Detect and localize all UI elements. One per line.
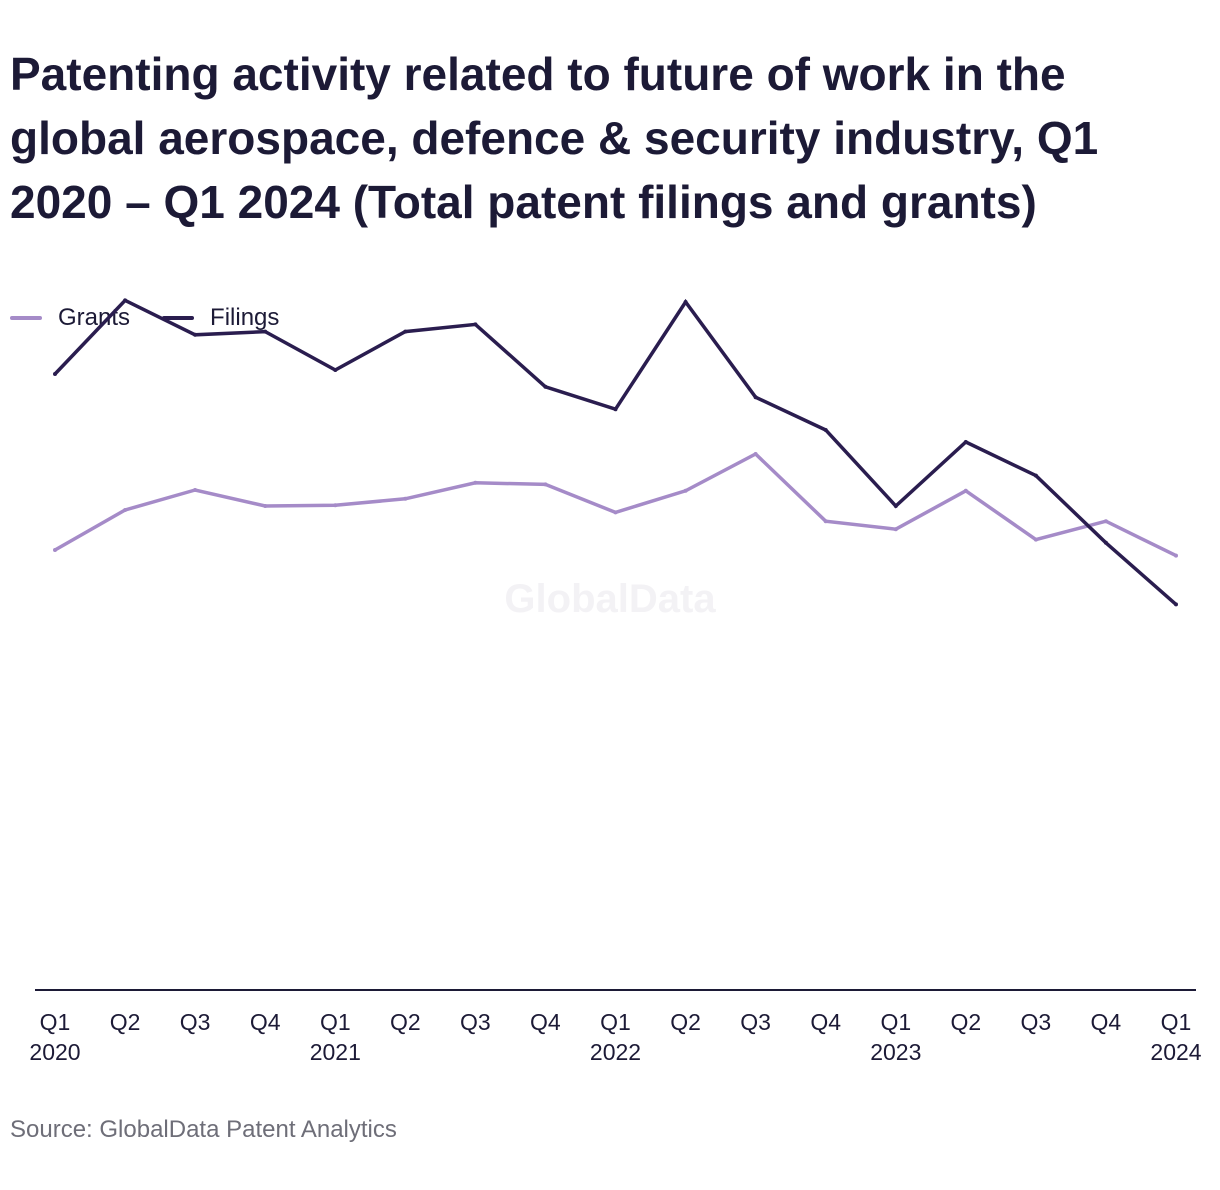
source-note: Source: GlobalData Patent Analytics	[10, 1116, 397, 1143]
data-point-grants	[1033, 537, 1038, 542]
data-point-filings	[193, 332, 198, 337]
data-point-filings	[1103, 540, 1108, 545]
data-point-grants	[753, 452, 758, 456]
x-tick-label: Q1	[600, 1009, 631, 1035]
data-point-filings	[893, 504, 898, 508]
data-point-grants	[823, 519, 828, 524]
x-tick-label: Q2	[670, 1009, 701, 1035]
x-tick-label: Q1	[1161, 1009, 1192, 1035]
x-tick-label: Q4	[810, 1009, 841, 1035]
legend-swatch-grants	[10, 316, 42, 320]
x-tick-label: Q3	[460, 1009, 491, 1035]
x-tick-year-label: 2024	[1150, 1039, 1201, 1065]
x-tick-label: Q3	[180, 1009, 211, 1035]
x-tick-label: Q3	[740, 1009, 771, 1035]
data-point-filings	[123, 298, 128, 303]
x-tick-label: Q1	[320, 1009, 351, 1035]
x-tick-label: Q4	[1091, 1009, 1122, 1035]
x-tick-year-label: 2020	[29, 1039, 80, 1065]
legend-item-filings: Filings	[162, 304, 279, 332]
data-point-grants	[683, 488, 688, 493]
x-tick-label: Q1	[40, 1009, 71, 1035]
data-point-filings	[753, 395, 758, 400]
x-axis-tick-labels: Q1 2020 Q2 Q3 Q4 Q1 2021 Q2 Q3 Q4 Q1 2022 Q2 Q3 Q4 Q1 20…	[29, 1009, 1201, 1065]
series-layer	[53, 298, 1178, 607]
data-point-filings	[613, 407, 618, 412]
data-point-grants	[193, 488, 198, 492]
data-point-filings	[333, 368, 338, 372]
data-point-filings	[473, 322, 478, 327]
data-point-grants	[1174, 553, 1178, 558]
data-point-filings	[683, 300, 688, 304]
data-point-filings	[53, 372, 57, 376]
x-tick-label: Q3	[1021, 1009, 1052, 1035]
data-point-grants	[333, 503, 338, 508]
x-tick-label: Q4	[250, 1009, 281, 1035]
chart-title: Patenting activity related to future of …	[10, 48, 1099, 228]
data-point-filings	[403, 329, 408, 334]
legend-swatch-filings	[162, 316, 195, 320]
data-point-filings	[1174, 602, 1178, 607]
data-point-filings	[823, 428, 828, 432]
data-point-filings	[543, 384, 548, 389]
series-line-filings	[53, 298, 1178, 606]
data-point-grants	[543, 482, 548, 487]
legend: Grants Filings	[10, 304, 311, 332]
x-tick-label: Q2	[950, 1009, 981, 1035]
data-point-filings	[963, 440, 968, 444]
x-tick-label: Q4	[530, 1009, 561, 1035]
x-tick-year-label: 2022	[590, 1039, 641, 1065]
data-point-grants	[263, 504, 268, 508]
x-tick-label: Q2	[110, 1009, 141, 1035]
x-tick-year-label: 2023	[870, 1039, 921, 1065]
data-point-grants	[53, 548, 57, 552]
data-point-grants	[123, 508, 128, 512]
series-filings	[53, 298, 1178, 607]
x-tick-year-label: 2021	[310, 1039, 361, 1065]
x-tick-label: Q2	[390, 1009, 421, 1035]
data-point-grants	[613, 510, 618, 515]
data-point-grants	[963, 488, 968, 493]
data-point-grants	[1103, 519, 1108, 524]
series-line-grants	[54, 451, 1177, 558]
data-point-grants	[403, 496, 408, 501]
data-point-filings	[1033, 473, 1038, 478]
x-tick-label: Q1	[880, 1009, 911, 1035]
series-grants	[53, 451, 1178, 558]
legend-label-filings: Filings	[210, 304, 280, 331]
data-point-filings	[263, 329, 268, 334]
line-chart: GlobalData Q1 2020 Q2 Q3 Q4 Q1 2021 Q2 Q3 Q4 Q1 202…	[29, 298, 1202, 1065]
watermark: GlobalData	[504, 577, 716, 621]
data-point-grants	[893, 527, 898, 532]
data-point-grants	[473, 480, 478, 485]
